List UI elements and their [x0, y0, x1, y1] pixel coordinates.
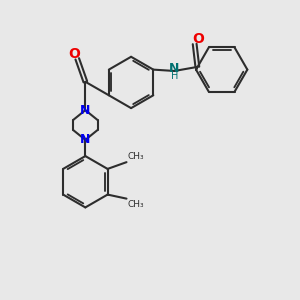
Text: N: N: [80, 134, 91, 146]
Text: CH₃: CH₃: [128, 200, 145, 209]
Text: O: O: [68, 47, 80, 61]
Text: H: H: [171, 71, 178, 81]
Text: N: N: [169, 62, 180, 75]
Text: CH₃: CH₃: [128, 152, 145, 161]
Text: N: N: [80, 103, 91, 117]
Text: O: O: [192, 32, 204, 46]
